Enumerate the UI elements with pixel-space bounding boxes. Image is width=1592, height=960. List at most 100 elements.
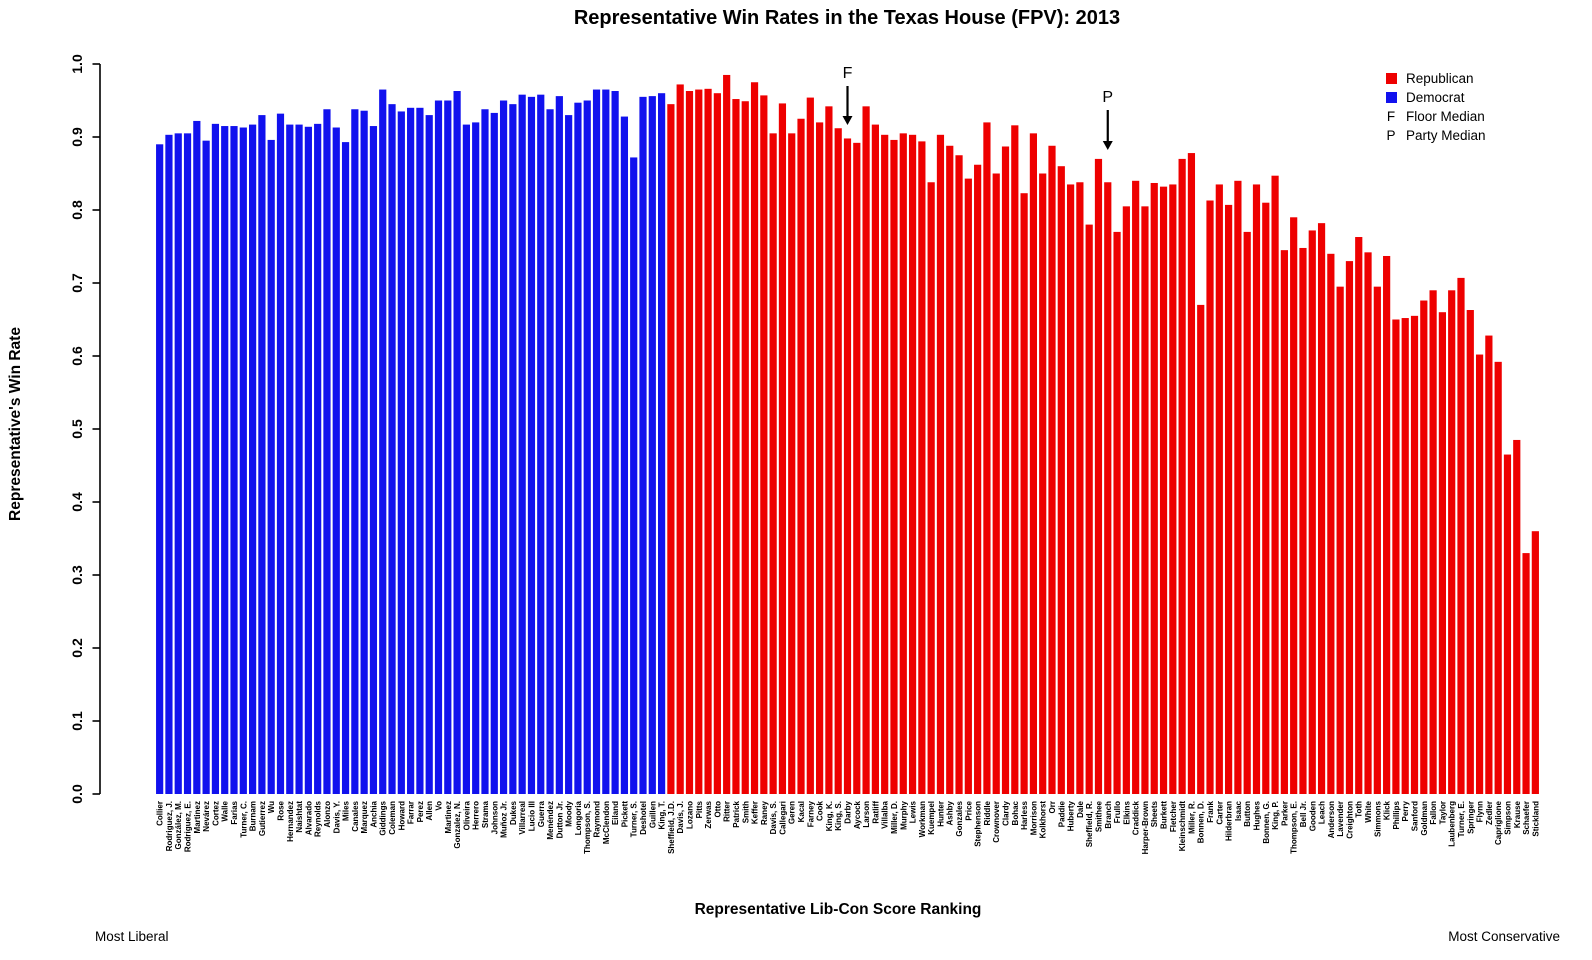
bar-label: Aycock bbox=[853, 800, 862, 829]
bar-label: Paddie bbox=[1057, 800, 1066, 827]
bar bbox=[444, 100, 452, 794]
bar bbox=[555, 96, 563, 795]
bar-label: Smith bbox=[741, 801, 750, 823]
bar-label: Rodriguez, E. bbox=[184, 801, 193, 852]
bar bbox=[462, 124, 470, 795]
bar-label: Murphy bbox=[899, 800, 908, 829]
bar bbox=[1122, 206, 1130, 795]
bar bbox=[1420, 300, 1428, 794]
bar-label: Guerra bbox=[537, 800, 546, 827]
bar-label: Farrar bbox=[407, 801, 416, 824]
bar-label: White bbox=[1364, 800, 1373, 822]
bar bbox=[881, 134, 889, 794]
bar bbox=[695, 89, 703, 795]
bar-label: Collier bbox=[156, 801, 165, 826]
bar bbox=[425, 115, 433, 795]
bar bbox=[918, 141, 926, 794]
bar bbox=[434, 100, 443, 794]
bar-label: Sheets bbox=[1150, 800, 1159, 827]
bar bbox=[592, 89, 601, 795]
bar bbox=[1290, 217, 1298, 795]
bar bbox=[1466, 310, 1474, 794]
bar bbox=[816, 122, 824, 794]
bar-label: Capriglione bbox=[1494, 800, 1503, 845]
bar-label: Fallon bbox=[1429, 801, 1438, 825]
bar bbox=[723, 74, 731, 794]
bar bbox=[1355, 237, 1363, 794]
bar bbox=[946, 145, 954, 794]
bar-label: Lewis bbox=[909, 800, 918, 823]
bar-label: McClendon bbox=[602, 801, 611, 844]
y-tick-label: 0.8 bbox=[69, 200, 85, 220]
bar bbox=[156, 144, 164, 795]
legend-party-symbol: P bbox=[1386, 128, 1395, 143]
bar-label: Perry bbox=[1401, 800, 1410, 821]
bar-label: Gonzales bbox=[955, 800, 964, 836]
bar-label: Patrick bbox=[732, 800, 741, 827]
bar bbox=[490, 112, 498, 794]
bar-label: Allen bbox=[425, 801, 434, 821]
bar bbox=[472, 122, 480, 794]
bar-label: Branch bbox=[1104, 801, 1113, 829]
bar bbox=[862, 106, 870, 795]
bar-label: Springer bbox=[1466, 801, 1475, 834]
bar bbox=[1094, 158, 1103, 794]
bar-label: Lucio III bbox=[527, 801, 536, 831]
bar-label: Dale bbox=[1076, 800, 1085, 817]
bar-label: Price bbox=[964, 800, 973, 820]
bar-label: Huberty bbox=[1067, 800, 1076, 831]
bar-label: Martinez bbox=[193, 801, 202, 833]
bar-label: Stickland bbox=[1531, 801, 1540, 837]
bar bbox=[1271, 175, 1279, 794]
bar-label: Sheffield, J.D. bbox=[667, 801, 676, 854]
bar bbox=[1048, 145, 1056, 794]
bar-label: Herrero bbox=[472, 801, 481, 830]
bar bbox=[1020, 193, 1028, 794]
y-tick-label: 0.0 bbox=[69, 784, 85, 804]
bar-label: Davis, Y. bbox=[332, 801, 341, 833]
bar bbox=[453, 91, 461, 794]
bar bbox=[1104, 182, 1112, 794]
bar bbox=[1057, 166, 1065, 794]
bar-label: Keffer bbox=[751, 801, 760, 824]
bar-label: Deshotel bbox=[639, 801, 648, 835]
bar-label: González, M. bbox=[174, 801, 183, 849]
bar-label: Craddick bbox=[1132, 800, 1141, 835]
bar-label: King, T. bbox=[658, 801, 667, 829]
bar-label: Walle bbox=[221, 800, 230, 821]
bar bbox=[546, 109, 554, 794]
bar-label: Stephenson bbox=[974, 801, 983, 847]
bar bbox=[927, 182, 935, 794]
bar-label: Fletcher bbox=[1169, 801, 1178, 832]
bar bbox=[276, 113, 285, 794]
bar-label: Simpson bbox=[1503, 801, 1512, 835]
bar-label: Raymond bbox=[593, 801, 602, 838]
bar bbox=[1336, 286, 1344, 794]
bar-label: Harless bbox=[1020, 800, 1029, 829]
y-tick-label: 0.1 bbox=[69, 711, 85, 731]
bar bbox=[295, 124, 303, 795]
bar bbox=[760, 95, 768, 794]
bar bbox=[1150, 182, 1158, 795]
bar-label: Giddings bbox=[379, 800, 388, 835]
bar bbox=[1159, 186, 1168, 794]
bar-label: Klick bbox=[1383, 800, 1392, 820]
bar-label: Zedler bbox=[1485, 801, 1494, 825]
bar-label: Kleinschmidt bbox=[1178, 801, 1187, 852]
bar bbox=[323, 109, 331, 794]
bar bbox=[1429, 290, 1437, 794]
bar bbox=[1243, 231, 1251, 794]
bar-label: Burkett bbox=[1160, 801, 1169, 829]
bar-label: Marquez bbox=[360, 801, 369, 833]
bar-label: Ashby bbox=[946, 800, 955, 825]
bar-label: Geren bbox=[788, 801, 797, 824]
bar bbox=[1522, 553, 1530, 794]
bar-label: Johnson bbox=[490, 801, 499, 834]
bar-label: Villalba bbox=[881, 800, 890, 828]
bar-label: Hughes bbox=[1252, 800, 1261, 830]
most-liberal-caption: Most Liberal bbox=[95, 929, 169, 944]
bar-label: King, S. bbox=[834, 801, 843, 831]
bar-label: Larson bbox=[862, 801, 871, 828]
bar-label: Harper-Brown bbox=[1141, 801, 1150, 854]
